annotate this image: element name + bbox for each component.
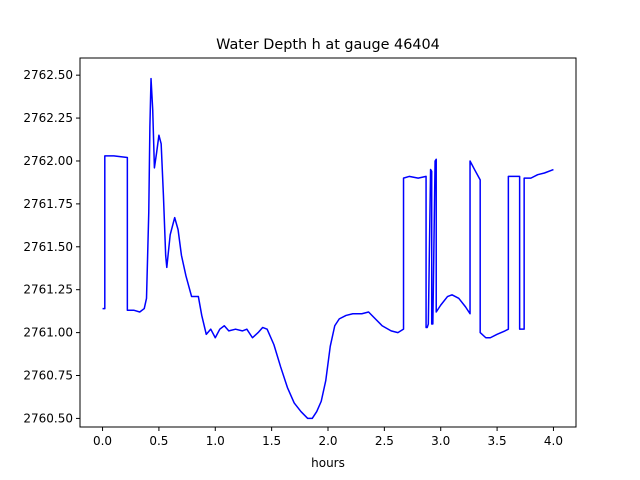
y-tick-label: 2761.25 [23, 283, 73, 297]
x-tick-label: 4.0 [544, 434, 563, 448]
x-tick-label: 2.5 [375, 434, 394, 448]
x-tick-label: 2.0 [318, 434, 337, 448]
chart-title: Water Depth h at gauge 46404 [216, 37, 440, 53]
y-tick-label: 2762.50 [23, 68, 73, 82]
x-tick-label: 0.5 [149, 434, 168, 448]
x-tick-label: 1.5 [262, 434, 281, 448]
series-line-0 [102, 77, 554, 420]
x-tick-label: 1.0 [206, 434, 225, 448]
plot-area: 0.0 0.5 1.0 1.5 2.0 2.5 3.0 3.5 4.0 2760.50 2760.7… [23, 57, 577, 448]
x-tick-label: 3.5 [488, 434, 507, 448]
y-tick-label: 2761.00 [23, 326, 73, 340]
y-tick-label: 2762.25 [23, 111, 73, 125]
y-tick-label: 2760.50 [23, 411, 73, 425]
x-tick-label: 3.0 [431, 434, 450, 448]
y-tick-label: 2761.75 [23, 197, 73, 211]
x-tick-label: 0.0 [93, 434, 112, 448]
y-tick-label: 2760.75 [23, 369, 73, 383]
x-axis-label: hours [311, 456, 345, 470]
y-tick-label: 2761.50 [23, 240, 73, 254]
y-tick-label: 2762.00 [23, 154, 73, 168]
